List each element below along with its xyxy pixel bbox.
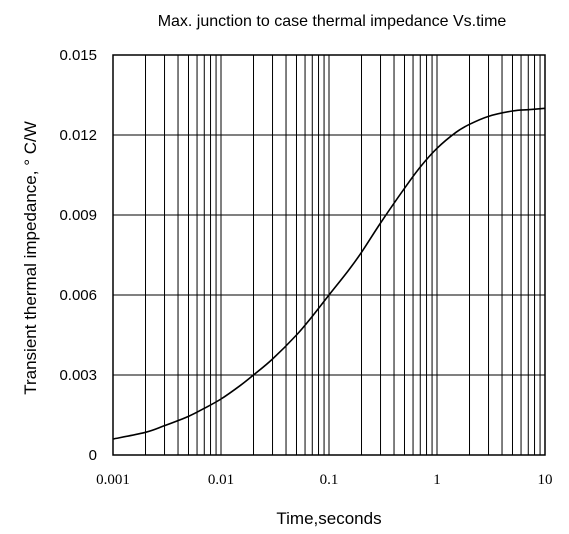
chart-title: Max. junction to case thermal impedance … bbox=[158, 13, 507, 30]
y-tick-label: 0.012 bbox=[59, 127, 97, 144]
plot-area-frame bbox=[112, 54, 546, 456]
y-tick-label: 0.015 bbox=[59, 47, 97, 64]
x-axis-ticks: 0.001 0.01 0.1 1 10 bbox=[96, 472, 552, 488]
y-axis-label: Transient thermal impedance, ° C/W bbox=[21, 121, 40, 395]
y-tick-label: 0.006 bbox=[59, 287, 97, 304]
x-axis-label: Time,seconds bbox=[276, 509, 381, 528]
y-tick-label: 0.003 bbox=[59, 367, 97, 384]
grid-lines bbox=[112, 54, 545, 456]
y-axis-ticks: 0 0.003 0.006 0.009 0.012 0.015 bbox=[59, 47, 97, 464]
x-tick-label: 0.01 bbox=[208, 472, 234, 488]
x-tick-label: 0.1 bbox=[320, 472, 339, 488]
x-tick-label: 10 bbox=[538, 472, 553, 488]
y-tick-label: 0.009 bbox=[59, 207, 97, 224]
x-tick-label: 0.001 bbox=[96, 472, 130, 488]
x-tick-label: 1 bbox=[433, 472, 441, 488]
series-line bbox=[112, 107, 546, 440]
y-tick-label: 0 bbox=[89, 447, 97, 464]
